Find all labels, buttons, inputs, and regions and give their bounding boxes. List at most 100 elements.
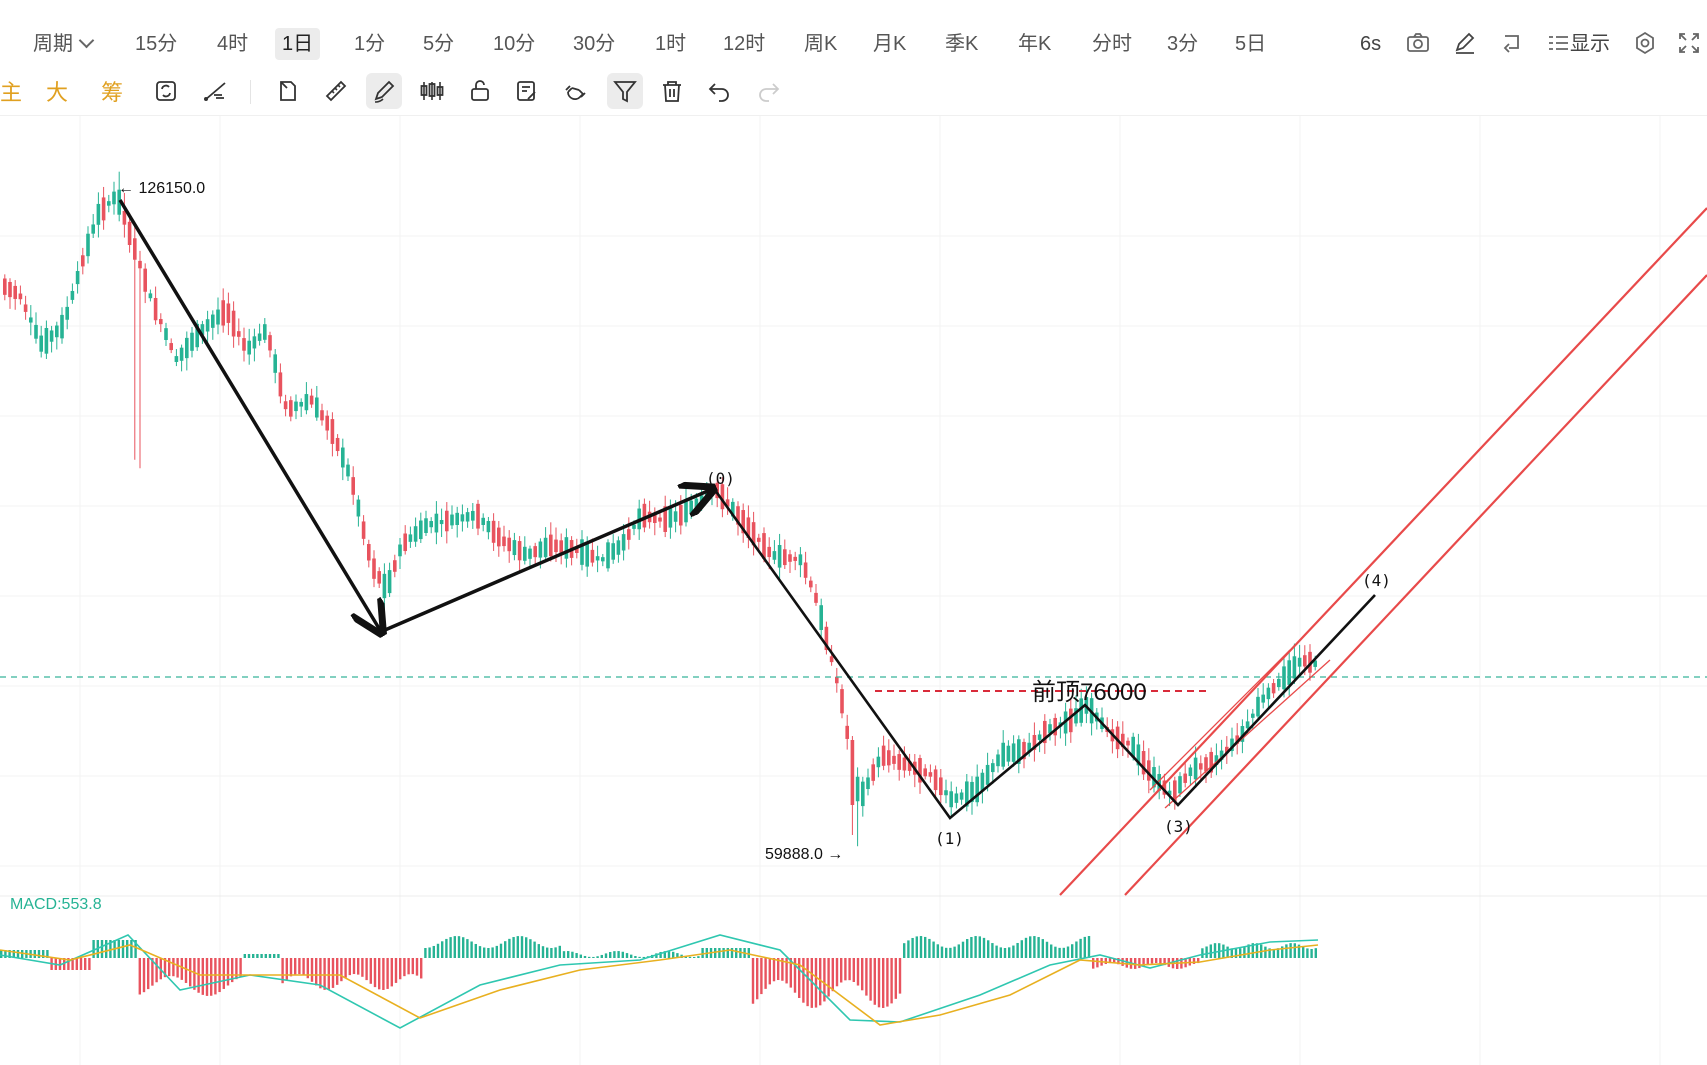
period-label: 5分: [423, 33, 455, 55]
candle-body: [1022, 741, 1026, 760]
settings-icon[interactable]: [1632, 30, 1658, 56]
delete-icon[interactable]: [654, 73, 690, 109]
indicator-chip-0[interactable]: 主: [0, 80, 23, 105]
candle-body: [533, 546, 537, 558]
period-tab-8[interactable]: 1时: [648, 28, 693, 60]
macd-histogram-bar: [193, 958, 196, 990]
period-tab-5[interactable]: 5分: [416, 28, 461, 60]
indicator-chip-2[interactable]: 筹: [101, 80, 124, 105]
macd-histogram-bar: [1268, 948, 1271, 958]
candles-icon[interactable]: [414, 73, 450, 109]
candle-body: [835, 676, 839, 684]
candle-body: [127, 221, 132, 245]
pen-icon[interactable]: [1452, 30, 1478, 56]
macd-histogram-bar: [100, 940, 104, 958]
ruler-icon[interactable]: [318, 73, 354, 109]
candle-body: [1225, 746, 1229, 754]
macd-histogram-bar: [214, 958, 217, 995]
period-tab-4[interactable]: 1分: [347, 28, 392, 60]
period-tab-6[interactable]: 10分: [486, 28, 542, 60]
brush-icon[interactable]: [366, 73, 402, 109]
period-tab-10[interactable]: 周K: [797, 28, 844, 60]
replay-icon[interactable]: [1498, 30, 1524, 56]
macd-histogram-bar: [4, 950, 7, 958]
edit-note-icon[interactable]: [509, 73, 545, 109]
candle-body: [367, 544, 371, 561]
candle-body: [933, 769, 938, 791]
candle-body: [658, 517, 662, 522]
candle-body: [523, 546, 527, 561]
wave-label-0: (0): [706, 469, 735, 488]
period-tab-11[interactable]: 月K: [866, 28, 913, 60]
candle-body: [1074, 708, 1078, 724]
period-tab-1[interactable]: 15分: [128, 28, 184, 60]
candle-body: [216, 309, 220, 325]
period-tab-13[interactable]: 年K: [1011, 28, 1058, 60]
macd-histogram-bar: [441, 941, 444, 958]
list-icon[interactable]: [1545, 30, 1571, 56]
display-button[interactable]: 显示: [1570, 33, 1610, 55]
indicator-chip-1[interactable]: 大: [46, 80, 69, 105]
period-tab-7[interactable]: 30分: [566, 28, 622, 60]
low-price-label: 59888.0 →: [765, 846, 843, 863]
candle-body: [29, 317, 33, 323]
macd-histogram-bar: [260, 954, 263, 958]
fullscreen-icon[interactable]: [1676, 30, 1702, 56]
macd-histogram-bar: [67, 958, 70, 970]
macd-histogram-bar: [747, 948, 750, 958]
period-tab-12[interactable]: 季K: [938, 28, 985, 60]
candle-body: [1141, 751, 1146, 775]
macd-histogram-bar: [1050, 944, 1053, 958]
candle-body: [393, 560, 397, 572]
macd-histogram-bar: [331, 958, 335, 988]
candle-body: [211, 314, 215, 328]
macd-histogram-bar: [987, 940, 990, 958]
candle-body: [3, 278, 7, 295]
macd-histogram-bar: [403, 958, 406, 977]
macd-histogram-bar: [701, 948, 704, 958]
camera-icon[interactable]: [1405, 30, 1431, 56]
line-tool-icon[interactable]: [197, 73, 233, 109]
macd-histogram-bar: [1159, 958, 1162, 964]
candle-body: [112, 191, 116, 205]
macd-histogram-bar: [8, 950, 11, 958]
candlestick-chart[interactable]: 前顶76000 ← 126150.0 59888.0 → (0) (1) (3) (4): [0, 116, 1707, 1065]
macd-histogram-bar: [789, 958, 792, 988]
macd-histogram-bar: [642, 956, 645, 958]
macd-histogram-bar: [537, 944, 540, 958]
sync-icon[interactable]: [148, 73, 184, 109]
period-toolbar: 周期 15分 4时 1日 1分 5分 10分 30分 1时 12时 周K 月K 季K 年K 分时 3分 5日 6s…: [0, 0, 1707, 84]
period-tab-14[interactable]: 分时: [1085, 28, 1139, 60]
candle-body: [309, 395, 314, 405]
period-label: 月K: [873, 33, 907, 55]
macd-histogram-bar: [676, 953, 679, 958]
period-tab-15[interactable]: 3分: [1160, 28, 1205, 60]
redo-icon[interactable]: [750, 73, 786, 109]
macd-histogram-bar: [109, 940, 112, 958]
period-tab-3[interactable]: 1日: [275, 28, 321, 60]
macd-histogram-bar: [46, 950, 49, 958]
undo-icon[interactable]: [702, 73, 738, 109]
macd-histogram-bar: [390, 958, 393, 987]
period-tab-16[interactable]: 5日: [1228, 28, 1273, 60]
macd-histogram-bar: [1003, 947, 1007, 958]
macd-histogram-bar: [407, 958, 410, 975]
filter-icon[interactable]: [607, 73, 643, 109]
period-selector[interactable]: 周期: [26, 28, 99, 60]
macd-histogram-bar: [802, 958, 805, 1003]
lock-icon[interactable]: [462, 73, 498, 109]
macd-histogram-bar: [92, 940, 95, 958]
period-tab-9[interactable]: 12时: [716, 28, 772, 60]
candle-body: [408, 534, 413, 542]
bookmark-icon[interactable]: [270, 73, 306, 109]
candle-body: [1183, 773, 1187, 783]
macd-histogram-bar: [298, 958, 301, 975]
refresh-interval[interactable]: 6s: [1360, 33, 1382, 55]
macd-histogram-bar: [151, 958, 154, 986]
macd-histogram-bar: [798, 958, 801, 998]
candle-body: [23, 304, 28, 312]
magnet-icon[interactable]: [557, 73, 593, 109]
macd-histogram-bar: [1125, 958, 1128, 968]
period-tab-2[interactable]: 4时: [210, 28, 255, 60]
candle-body: [1188, 767, 1193, 777]
